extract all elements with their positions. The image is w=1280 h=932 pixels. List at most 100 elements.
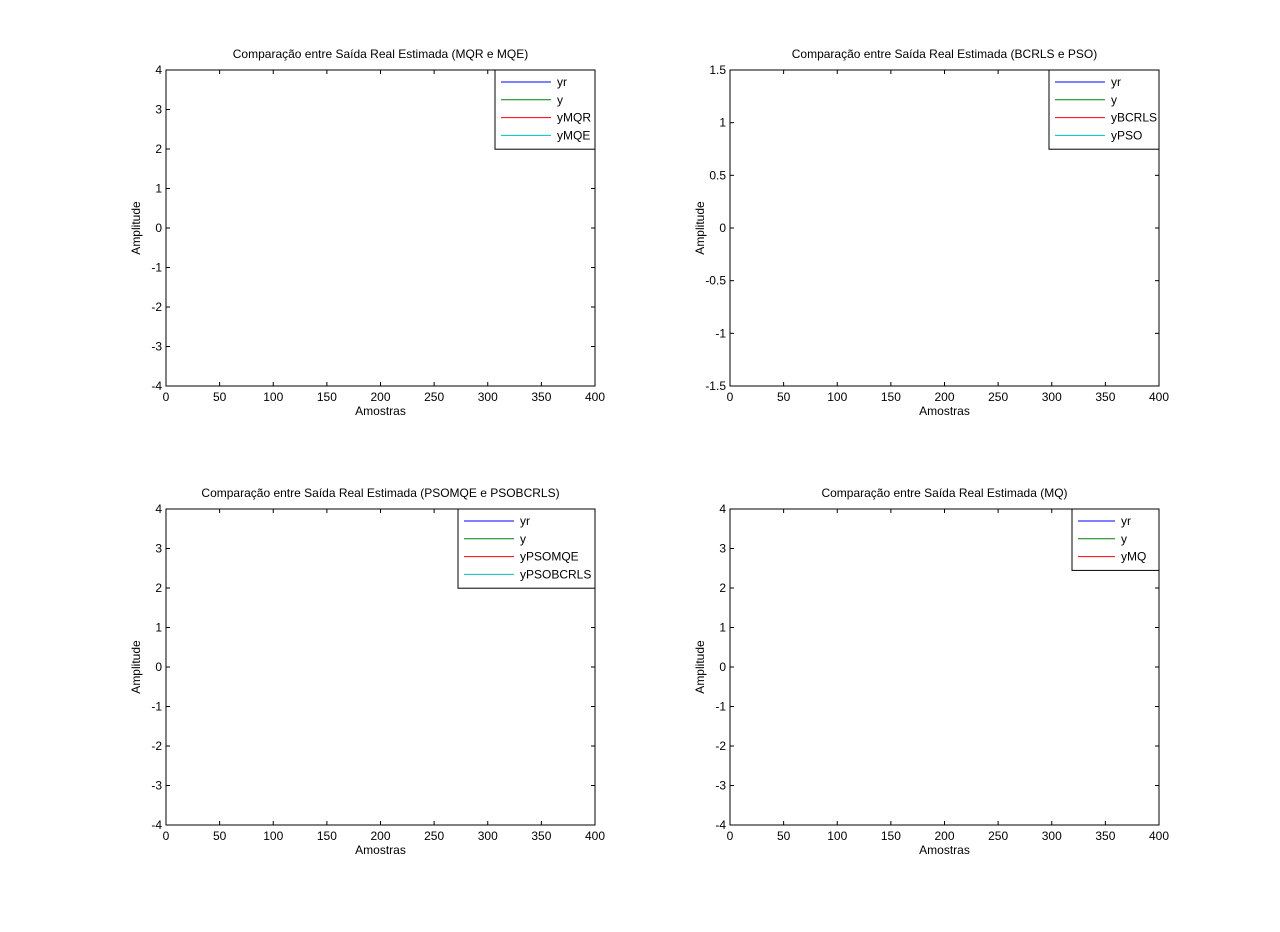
legend-label-yr: yr (1111, 75, 1121, 89)
x-tick-label: 150 (881, 390, 901, 404)
y-tick-label: 0.5 (709, 168, 726, 182)
x-tick-label: 50 (777, 829, 791, 843)
x-tick-label: 400 (585, 829, 605, 843)
x-tick-label: 250 (988, 390, 1008, 404)
x-tick-label: 250 (988, 829, 1008, 843)
x-tick-label: 50 (213, 829, 227, 843)
x-axis-label: Amostras (355, 404, 406, 418)
x-tick-label: 300 (1042, 390, 1062, 404)
y-tick-label: 4 (155, 502, 162, 516)
y-tick-label: -1 (715, 326, 726, 340)
legend-label-yBCRLS: yBCRLS (1111, 111, 1157, 125)
legend-label-y: y (1121, 532, 1127, 546)
y-tick-label: 3 (155, 103, 162, 117)
y-tick-label: 0 (155, 221, 162, 235)
x-tick-label: 0 (727, 829, 734, 843)
x-tick-label: 100 (263, 829, 283, 843)
x-tick-label: 0 (163, 829, 170, 843)
y-tick-label: 4 (719, 502, 726, 516)
y-tick-label: 0 (719, 660, 726, 674)
y-tick-label: 0 (719, 221, 726, 235)
x-tick-label: 200 (934, 829, 954, 843)
legend: yr y yMQR yMQE (494, 69, 596, 150)
y-tick-label: 1.5 (709, 63, 726, 77)
y-tick-label: -2 (151, 300, 162, 314)
x-tick-label: 200 (934, 390, 954, 404)
y-axis-label: Amplitude (693, 201, 707, 255)
legend-label-yMQR: yMQR (557, 111, 591, 125)
x-tick-label: 50 (777, 390, 791, 404)
x-tick-label: 250 (424, 390, 444, 404)
y-tick-label: 3 (155, 542, 162, 556)
y-tick-label: -3 (715, 779, 726, 793)
legend: yr y yBCRLS yPSO (1048, 69, 1160, 150)
y-tick-label: 1 (155, 182, 162, 196)
x-tick-label: 400 (1149, 390, 1169, 404)
chart-title: Comparação entre Saída Real Estimada (MQ… (233, 47, 528, 61)
y-tick-label: 1 (155, 621, 162, 635)
x-tick-label: 100 (263, 390, 283, 404)
y-tick-label: 1 (719, 116, 726, 130)
legend-label-y: y (557, 93, 563, 107)
y-tick-label: 2 (155, 581, 162, 595)
chart-title: Comparação entre Saída Real Estimada (PS… (201, 486, 559, 500)
x-axis-label: Amostras (919, 843, 970, 857)
legend-label-y: y (520, 532, 526, 546)
x-tick-label: 150 (881, 829, 901, 843)
y-tick-label: 0 (155, 660, 162, 674)
legend-label-yPSO: yPSO (1111, 128, 1142, 142)
x-tick-label: 150 (317, 829, 337, 843)
x-tick-label: 0 (727, 390, 734, 404)
y-axis-label: Amplitude (129, 640, 143, 694)
y-tick-label: 4 (155, 63, 162, 77)
x-tick-label: 300 (1042, 829, 1062, 843)
x-tick-label: 400 (585, 390, 605, 404)
y-tick-label: 2 (719, 581, 726, 595)
x-tick-label: 350 (1095, 829, 1115, 843)
y-axis-label: Amplitude (693, 640, 707, 694)
y-tick-label: 2 (155, 142, 162, 156)
x-tick-label: 100 (827, 390, 847, 404)
legend-label-yr: yr (520, 514, 530, 528)
y-tick-label: -1 (715, 700, 726, 714)
y-tick-label: -3 (151, 340, 162, 354)
y-tick-label: -3 (151, 779, 162, 793)
x-tick-label: 400 (1149, 829, 1169, 843)
x-tick-label: 350 (531, 829, 551, 843)
y-tick-label: -2 (151, 739, 162, 753)
x-tick-label: 200 (370, 829, 390, 843)
x-axis-label: Amostras (919, 404, 970, 418)
y-tick-label: -1 (151, 261, 162, 275)
y-tick-label: 1 (719, 621, 726, 635)
y-tick-label: -1 (151, 700, 162, 714)
chart-panel-2: 0 50 100 150 200 250 300 350 400 -1.5 -1 -0.5 0 0.5 1 1… (693, 47, 1169, 418)
chart-panel-1: 0 50 100 150 200 250 300 350 400 -4 -3 -2 -1 0 1 2 3 4 Com… (129, 47, 605, 418)
x-tick-label: 100 (827, 829, 847, 843)
y-tick-label: -4 (715, 818, 726, 832)
x-tick-label: 0 (163, 390, 170, 404)
x-tick-label: 150 (317, 390, 337, 404)
x-tick-label: 350 (531, 390, 551, 404)
y-tick-label: -2 (715, 739, 726, 753)
x-tick-label: 300 (478, 390, 498, 404)
y-axis-label: Amplitude (129, 201, 143, 255)
legend-label-yMQE: yMQE (557, 128, 590, 142)
y-tick-label: 3 (719, 542, 726, 556)
x-tick-label: 300 (478, 829, 498, 843)
legend-label-yr: yr (557, 75, 567, 89)
x-tick-label: 250 (424, 829, 444, 843)
legend-label-yPSOMQE: yPSOMQE (520, 550, 579, 564)
legend-box (1048, 69, 1160, 150)
legend-box (457, 508, 596, 589)
legend-label-yMQ: yMQ (1121, 550, 1146, 564)
legend-box (1071, 508, 1160, 571)
legend-label-y: y (1111, 93, 1117, 107)
x-axis-label: Amostras (355, 843, 406, 857)
legend-label-yr: yr (1121, 514, 1131, 528)
x-tick-label: 350 (1095, 390, 1115, 404)
y-tick-label: -0.5 (705, 274, 726, 288)
x-tick-label: 200 (370, 390, 390, 404)
y-tick-label: -4 (151, 379, 162, 393)
